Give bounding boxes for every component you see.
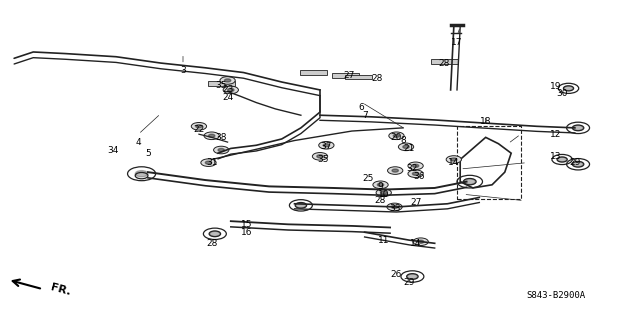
Text: 38: 38 [216,133,227,142]
Text: 14: 14 [448,158,460,167]
Text: 10: 10 [378,190,390,199]
Circle shape [387,203,402,211]
Circle shape [135,171,148,177]
FancyBboxPatch shape [332,73,359,78]
Text: 35: 35 [317,155,329,164]
Circle shape [376,189,392,197]
Circle shape [317,155,323,158]
Text: 31: 31 [206,158,218,167]
FancyBboxPatch shape [345,75,372,79]
Text: 28: 28 [375,196,386,205]
Text: 8: 8 [400,136,406,145]
Text: FR.: FR. [49,283,72,298]
Circle shape [392,169,398,172]
Circle shape [389,132,404,140]
Text: 34: 34 [108,145,118,154]
Text: 27: 27 [410,198,421,207]
Text: 21: 21 [404,144,415,153]
Text: 14: 14 [410,239,421,248]
Text: 28: 28 [372,74,383,83]
Text: 23: 23 [222,85,234,94]
Circle shape [373,181,388,189]
Text: 27: 27 [343,71,355,80]
Text: 7: 7 [362,111,367,120]
Circle shape [403,145,409,148]
Circle shape [564,86,573,91]
FancyBboxPatch shape [300,70,327,75]
Text: 20: 20 [391,133,402,142]
Text: 17: 17 [451,38,463,47]
Text: S843-B2900A: S843-B2900A [526,291,586,300]
Text: 28: 28 [206,239,218,248]
Circle shape [394,134,399,137]
Circle shape [210,231,220,236]
Text: 33: 33 [390,204,401,213]
Circle shape [412,164,419,167]
Circle shape [296,203,306,208]
Circle shape [220,77,236,84]
Text: 29: 29 [404,278,415,287]
Circle shape [201,159,216,167]
Circle shape [412,172,419,175]
Circle shape [225,79,231,82]
Circle shape [451,158,457,161]
Circle shape [413,238,428,246]
Circle shape [398,143,413,151]
Circle shape [573,162,583,167]
Text: 26: 26 [391,271,402,279]
Circle shape [407,274,417,279]
Circle shape [378,183,384,186]
Text: 9: 9 [378,182,383,191]
Circle shape [446,156,461,163]
Circle shape [319,141,334,149]
Circle shape [323,144,330,147]
Circle shape [205,161,212,164]
Text: 5: 5 [145,149,151,158]
Circle shape [214,146,229,154]
Text: 18: 18 [480,117,492,126]
Circle shape [191,122,207,130]
FancyBboxPatch shape [208,81,235,86]
Circle shape [388,167,403,174]
Text: 3: 3 [180,66,186,76]
Text: 28: 28 [438,59,450,68]
Circle shape [417,240,424,243]
Text: 29: 29 [569,158,580,167]
Text: 37: 37 [321,142,332,151]
Circle shape [557,157,567,162]
Text: 6: 6 [358,103,364,112]
Text: 30: 30 [556,89,568,98]
Text: 16: 16 [241,228,252,237]
Text: 12: 12 [550,130,561,139]
Text: 32: 32 [406,165,418,174]
Text: 19: 19 [550,82,561,91]
Circle shape [392,205,397,209]
Text: 25: 25 [362,174,374,183]
Circle shape [408,162,423,170]
Text: 24: 24 [222,93,233,102]
Circle shape [209,134,215,137]
Text: 35: 35 [216,81,227,90]
Circle shape [464,179,476,184]
Text: 13: 13 [550,152,561,161]
Text: 15: 15 [241,220,252,229]
Circle shape [408,170,423,178]
FancyBboxPatch shape [431,59,458,64]
Text: 11: 11 [378,236,390,245]
Circle shape [204,132,220,140]
Circle shape [312,152,328,160]
Circle shape [573,125,583,130]
Circle shape [218,148,225,152]
Text: 4: 4 [136,137,141,147]
Circle shape [228,88,234,92]
Circle shape [381,191,387,194]
Text: 22: 22 [193,125,205,134]
Text: 36: 36 [413,172,424,182]
Circle shape [223,86,239,94]
Circle shape [196,125,202,128]
